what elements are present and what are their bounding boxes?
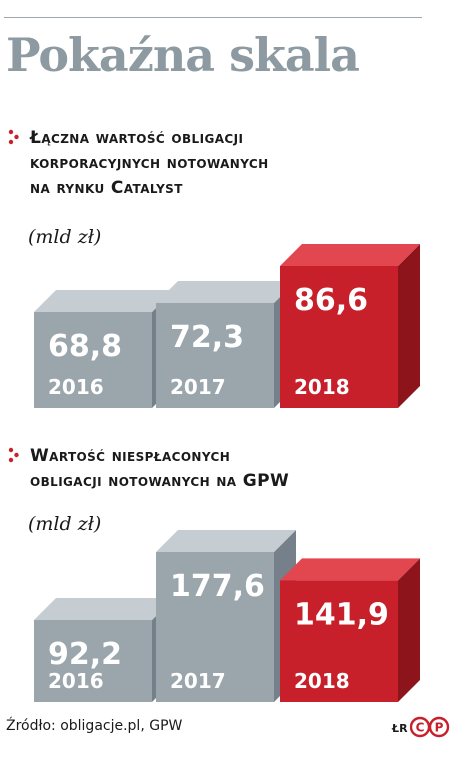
bullet-dots-icon: [8, 447, 19, 463]
bar-2018: 86,6 2018: [280, 244, 420, 408]
bar-year-label: 2016: [48, 375, 104, 399]
cp-logo-icon: C P: [410, 716, 450, 738]
bar-value-label: 72,3: [170, 320, 244, 355]
bar-side-face: [398, 244, 420, 408]
bar-top-face: [34, 290, 174, 312]
bar-2017: 177,6 2017: [156, 530, 296, 702]
author-initials: ŁR: [392, 722, 408, 735]
bar-front-face: [280, 266, 398, 408]
bar-year-label: 2016: [48, 669, 104, 693]
bar-value-label: 92,2: [48, 637, 122, 672]
chart-2-heading-line-2: obligacji notowanych na GPW: [30, 471, 290, 491]
top-rule: [4, 17, 422, 18]
chart-1-heading-line-3: na rynku Catalyst: [30, 178, 183, 198]
bullet-dots-icon: [8, 129, 19, 145]
bar-top-face: [156, 530, 296, 552]
bar-2018: 141,9 2018: [280, 558, 420, 702]
bar-2017: 72,3 2017: [156, 280, 296, 408]
bar-year-label: 2018: [294, 669, 350, 693]
bar-front-face: [156, 302, 274, 408]
bar-front-face: [280, 580, 398, 702]
bar-side-face: [398, 558, 420, 702]
bar-front-face: [156, 552, 274, 702]
bar-value-label: 86,6: [294, 283, 368, 318]
bar-top-face: [34, 598, 174, 620]
chart-1-unit: (mld zł): [28, 226, 102, 248]
bar-year-label: 2018: [294, 375, 350, 399]
chart-1-bar-chart: 68,8 2016 72,3 2017 86,6 2018: [34, 244, 420, 408]
bar-value-label: 141,9: [294, 597, 389, 632]
logo-letter-p: P: [435, 721, 444, 735]
chart-2-heading-line-1: Wartość niespłaconych: [30, 446, 231, 466]
chart-1-heading: Łączna wartość obligacji korporacyjnych …: [8, 126, 448, 201]
bar-value-label: 177,6: [170, 569, 265, 604]
chart-2-heading: Wartość niespłaconych obligacji notowany…: [8, 444, 448, 494]
bar-top-face: [280, 558, 420, 581]
bar-front-face: [34, 620, 152, 702]
chart-1-heading-line-2: korporacyjnych notowanych: [30, 153, 269, 173]
logo-letter-c: C: [416, 721, 425, 735]
bar-value-label: 68,8: [48, 329, 122, 364]
bar-2016: 68,8 2016: [34, 290, 174, 408]
bar-top-face: [280, 244, 420, 266]
chart-2-unit: (mld zł): [28, 513, 102, 535]
bar-front-face: [34, 312, 152, 408]
bar-year-label: 2017: [170, 375, 226, 399]
page-title: Pokaźna skala: [6, 28, 360, 82]
chart-1-heading-line-1: Łączna wartość obligacji: [30, 128, 244, 148]
source-note: Źródło: obligacje.pl, GPW: [6, 718, 183, 734]
bar-year-label: 2017: [170, 669, 226, 693]
bar-top-face: [156, 280, 296, 303]
